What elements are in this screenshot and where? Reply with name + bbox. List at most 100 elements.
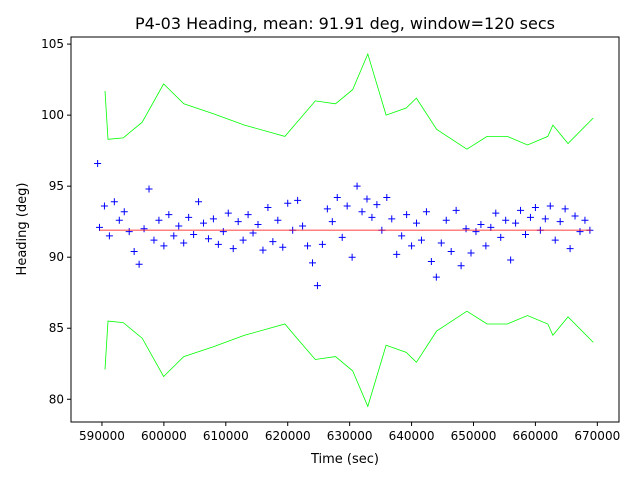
data-point bbox=[512, 219, 520, 227]
data-point bbox=[115, 216, 123, 224]
data-point bbox=[249, 229, 257, 237]
data-point bbox=[437, 239, 445, 247]
x-tick-label: 670000 bbox=[574, 429, 620, 443]
data-point bbox=[422, 208, 430, 216]
data-point bbox=[254, 221, 262, 229]
data-point bbox=[462, 225, 470, 233]
data-point bbox=[482, 242, 490, 250]
data-point bbox=[328, 218, 336, 226]
data-point bbox=[180, 239, 188, 247]
data-point bbox=[200, 219, 208, 227]
data-point bbox=[338, 233, 346, 241]
data-point bbox=[333, 194, 341, 202]
data-point bbox=[304, 242, 312, 250]
data-point bbox=[323, 205, 331, 213]
data-point bbox=[398, 232, 406, 240]
data-point bbox=[353, 182, 361, 190]
data-point bbox=[95, 223, 103, 231]
data-point bbox=[427, 257, 435, 265]
data-point bbox=[165, 211, 173, 219]
data-point bbox=[452, 206, 460, 214]
data-point bbox=[229, 245, 237, 253]
data-point bbox=[497, 233, 505, 241]
data-point bbox=[125, 228, 133, 236]
data-point bbox=[120, 208, 128, 216]
data-point bbox=[551, 236, 559, 244]
data-point bbox=[145, 185, 153, 193]
data-point bbox=[135, 260, 143, 268]
data-point bbox=[313, 282, 321, 290]
y-tick-label: 90 bbox=[49, 250, 64, 264]
data-point bbox=[100, 202, 108, 210]
axes-frame bbox=[70, 36, 620, 423]
data-point bbox=[204, 235, 212, 243]
data-point bbox=[492, 209, 500, 217]
x-tick-label: 600000 bbox=[141, 429, 187, 443]
data-point bbox=[363, 195, 371, 203]
x-axis: 590000 600000 610000 620000 630000 640000 6500… bbox=[79, 422, 620, 443]
data-point bbox=[571, 212, 579, 220]
data-point bbox=[294, 196, 302, 204]
data-point bbox=[279, 243, 287, 251]
data-point bbox=[566, 245, 574, 253]
data-point bbox=[160, 242, 168, 250]
data-point bbox=[130, 248, 138, 256]
data-point bbox=[541, 215, 549, 223]
data-point bbox=[190, 230, 198, 238]
x-tick-label: 620000 bbox=[265, 429, 311, 443]
data-point bbox=[105, 232, 113, 240]
data-point bbox=[348, 253, 356, 261]
x-tick-label: 590000 bbox=[79, 429, 125, 443]
data-point bbox=[546, 202, 554, 210]
data-point bbox=[417, 236, 425, 244]
data-point bbox=[244, 211, 252, 219]
data-point bbox=[209, 215, 217, 223]
data-point bbox=[472, 228, 480, 236]
lower-band-line bbox=[104, 310, 594, 408]
data-point bbox=[408, 242, 416, 250]
data-point bbox=[264, 203, 272, 211]
y-tick-label: 105 bbox=[41, 37, 64, 51]
y-axis-label: Heading (deg) bbox=[15, 183, 30, 276]
data-point bbox=[383, 194, 391, 202]
data-point bbox=[185, 213, 193, 221]
upper-band-line bbox=[104, 52, 594, 150]
data-point bbox=[308, 259, 316, 267]
data-point bbox=[373, 201, 381, 209]
x-tick-label: 640000 bbox=[389, 429, 435, 443]
data-point bbox=[507, 256, 515, 264]
data-point bbox=[526, 213, 534, 221]
data-point bbox=[413, 219, 421, 227]
data-point bbox=[155, 216, 163, 224]
data-point bbox=[368, 213, 376, 221]
y-axis: 80 85 90 95 100 105 bbox=[41, 37, 71, 406]
data-point bbox=[239, 236, 247, 244]
plot-area bbox=[94, 52, 594, 408]
data-point bbox=[274, 216, 282, 224]
data-point bbox=[358, 208, 366, 216]
chart-title: P4-03 Heading, mean: 91.91 deg, window=1… bbox=[135, 14, 555, 33]
data-point bbox=[388, 215, 396, 223]
data-point bbox=[556, 218, 564, 226]
y-tick-label: 100 bbox=[41, 108, 64, 122]
data-point bbox=[457, 262, 465, 270]
data-point bbox=[447, 248, 455, 256]
data-point bbox=[581, 216, 589, 224]
data-point bbox=[576, 228, 584, 236]
data-point bbox=[467, 249, 475, 257]
x-axis-label: Time (sec) bbox=[310, 452, 379, 467]
data-point bbox=[432, 273, 440, 281]
data-point bbox=[343, 202, 351, 210]
data-point bbox=[531, 203, 539, 211]
data-point bbox=[214, 240, 222, 248]
data-point bbox=[110, 198, 118, 206]
data-point bbox=[224, 209, 232, 217]
data-point bbox=[150, 236, 158, 244]
data-point bbox=[175, 222, 183, 230]
data-point bbox=[140, 225, 148, 233]
data-point bbox=[477, 221, 485, 229]
x-tick-label: 610000 bbox=[203, 429, 249, 443]
data-point bbox=[170, 232, 178, 240]
data-point bbox=[299, 222, 307, 230]
